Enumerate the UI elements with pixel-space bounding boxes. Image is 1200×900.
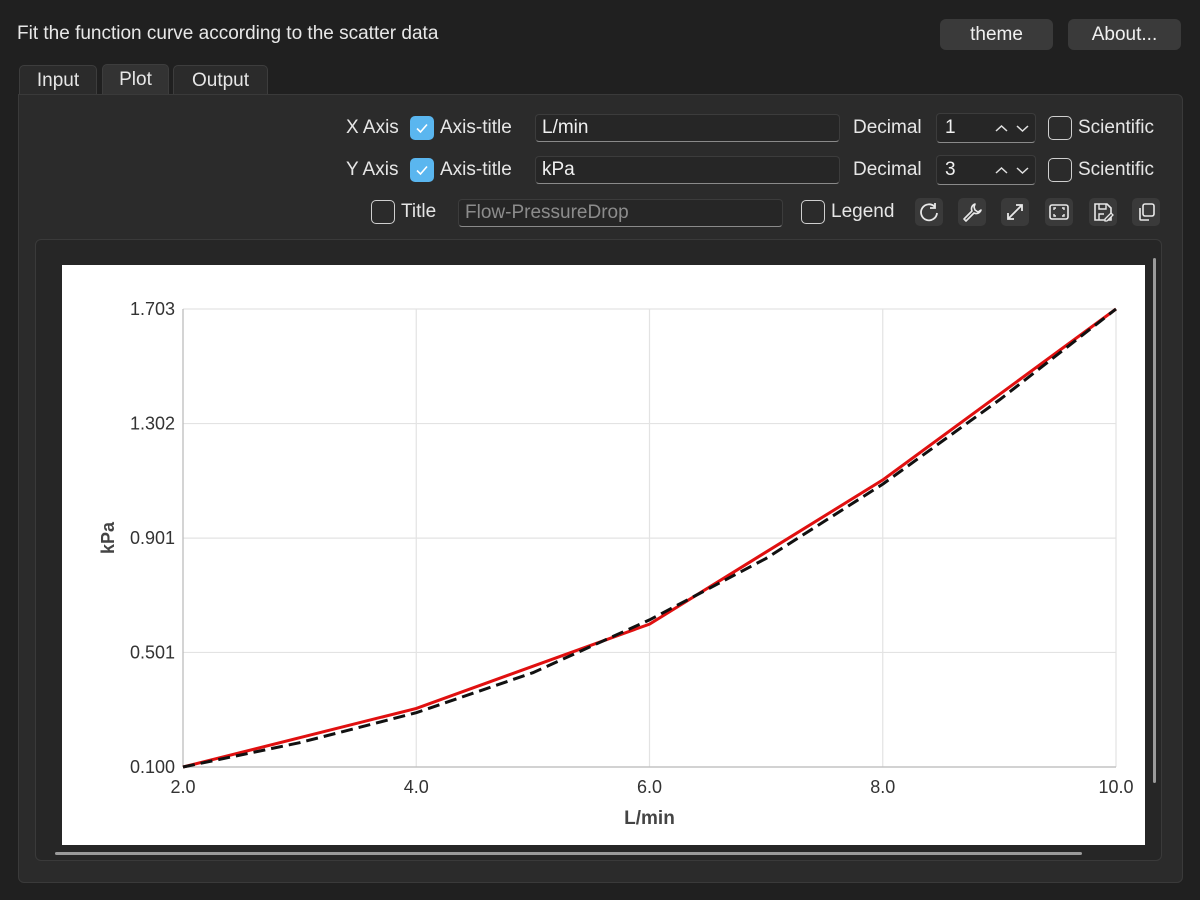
- x-tick-label: 8.0: [870, 777, 895, 797]
- tab-plot[interactable]: Plot: [102, 64, 169, 95]
- x-axis-label: X Axis: [346, 117, 399, 138]
- x-tick-label: 6.0: [637, 777, 662, 797]
- refresh-icon: [920, 203, 938, 222]
- legend-label: Legend: [831, 201, 895, 222]
- legend-checkbox[interactable]: [801, 200, 825, 224]
- y-decimal-label: Decimal: [853, 159, 922, 180]
- x-decimal-spinbox[interactable]: 1: [936, 113, 1036, 143]
- chevron-down-icon[interactable]: [1016, 166, 1029, 175]
- x-tick-label: 4.0: [404, 777, 429, 797]
- y-axis-title: kPa: [98, 521, 118, 554]
- check-icon: [416, 165, 428, 176]
- x-decimal-value: 1: [945, 117, 956, 138]
- expand-icon: [1007, 204, 1023, 220]
- chevron-down-icon[interactable]: [1016, 124, 1029, 133]
- x-decimal-label: Decimal: [853, 117, 922, 138]
- title-checkbox[interactable]: [371, 200, 395, 224]
- y-decimal-spinbox[interactable]: 3: [936, 155, 1036, 185]
- x-axis-title-checkbox[interactable]: [410, 116, 434, 140]
- y-tick-label: 1.302: [130, 414, 175, 434]
- copy-button[interactable]: [1132, 198, 1160, 226]
- chevron-up-icon[interactable]: [995, 166, 1008, 175]
- title-input[interactable]: Flow-PressureDrop: [458, 199, 783, 227]
- y-axis-title-checkbox[interactable]: [410, 158, 434, 182]
- y-scientific-label: Scientific: [1078, 159, 1155, 180]
- app-title: Fit the function curve according to the …: [17, 23, 439, 44]
- y-axis-title-input[interactable]: kPa: [535, 156, 840, 184]
- check-icon: [416, 123, 428, 134]
- y-tick-label: 0.100: [130, 757, 175, 777]
- expand-button[interactable]: [1001, 198, 1029, 226]
- copy-icon: [1139, 203, 1155, 221]
- tab-output[interactable]: Output: [173, 65, 268, 95]
- y-tick-label: 0.501: [130, 642, 175, 662]
- tab-input[interactable]: Input: [19, 65, 97, 95]
- theme-button[interactable]: theme: [940, 19, 1053, 50]
- wrench-icon: [963, 203, 982, 222]
- line-chart: 2.0 4.0 6.0 8.0 10.0 0.100 0.501 0.901 1.302 1.70…: [98, 299, 1134, 829]
- y-tick-label: 1.703: [130, 299, 175, 319]
- horizontal-scrollbar[interactable]: [55, 852, 1082, 855]
- vertical-scrollbar[interactable]: [1153, 258, 1156, 783]
- y-decimal-value: 3: [945, 159, 956, 180]
- x-scientific-checkbox[interactable]: [1048, 116, 1072, 140]
- save-button[interactable]: [1089, 198, 1117, 226]
- chart-canvas: 2.0 4.0 6.0 8.0 10.0 0.100 0.501 0.901 1.302 1.70…: [62, 265, 1145, 845]
- x-axis-title: L/min: [624, 808, 675, 829]
- x-scientific-label: Scientific: [1078, 117, 1155, 138]
- y-axis-title-label: Axis-title: [440, 159, 512, 180]
- x-axis-title-label: Axis-title: [440, 117, 512, 138]
- x-tick-label: 2.0: [170, 777, 195, 797]
- fit-curve-line: [182, 307, 1117, 769]
- title-label: Title: [401, 201, 437, 222]
- fullscreen-button[interactable]: [1045, 198, 1073, 226]
- refresh-button[interactable]: [915, 198, 943, 226]
- fullscreen-icon: [1049, 204, 1069, 220]
- y-scientific-checkbox[interactable]: [1048, 158, 1072, 182]
- x-tick-label: 10.0: [1098, 777, 1133, 797]
- save-icon: [1094, 203, 1114, 222]
- chevron-up-icon[interactable]: [995, 124, 1008, 133]
- about-button[interactable]: About...: [1068, 19, 1181, 50]
- y-tick-label: 0.901: [130, 528, 175, 548]
- data-series-line: [182, 307, 1117, 769]
- settings-button[interactable]: [958, 198, 986, 226]
- y-axis-label: Y Axis: [346, 159, 399, 180]
- x-axis-title-input[interactable]: L/min: [535, 114, 840, 142]
